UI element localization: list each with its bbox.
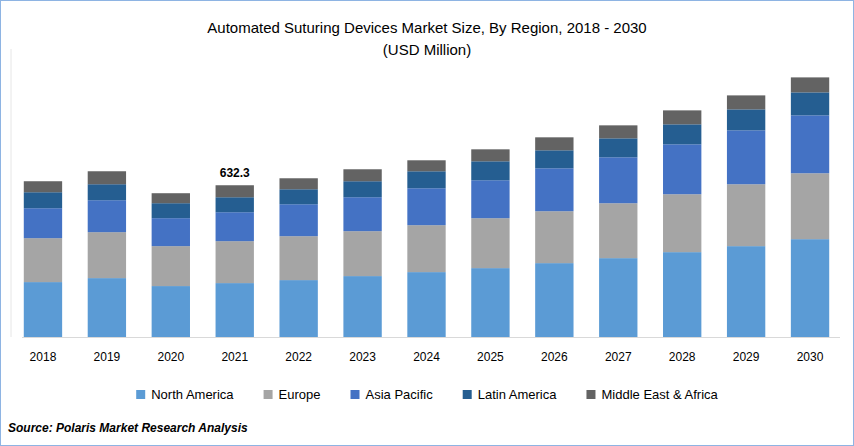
x-tick-label: 2030: [797, 350, 824, 364]
bar: [216, 283, 254, 337]
bar: [535, 263, 573, 337]
bar: [407, 225, 445, 272]
bar: [216, 212, 254, 241]
bar: [279, 280, 317, 337]
bar: [152, 218, 190, 246]
bar: [471, 218, 509, 268]
bar: [535, 168, 573, 211]
bar: [24, 282, 62, 337]
bar: [791, 239, 829, 337]
x-tick-label: 2029: [733, 350, 760, 364]
bar: [24, 181, 62, 192]
bar: [471, 268, 509, 337]
x-tick-label: 2019: [94, 350, 121, 364]
bar: [663, 110, 701, 124]
annotation: 632.3: [220, 166, 250, 180]
bars: [24, 77, 829, 337]
bar: [471, 149, 509, 161]
bar: [663, 124, 701, 144]
bar: [24, 192, 62, 208]
bar: [599, 125, 637, 138]
legend-swatch: [586, 390, 595, 399]
bar: [88, 200, 126, 232]
legend-label: Asia Pacific: [366, 387, 434, 402]
bar: [727, 95, 765, 109]
bar: [663, 194, 701, 252]
bar: [152, 193, 190, 203]
legend-swatch: [136, 390, 145, 399]
bar: [216, 197, 254, 212]
bar: [407, 171, 445, 188]
bar: [407, 160, 445, 171]
bar: [471, 161, 509, 180]
bar: [599, 203, 637, 258]
bar: [24, 238, 62, 282]
bar: [24, 208, 62, 238]
bar: [599, 157, 637, 203]
legend-label: Middle East & Africa: [601, 387, 718, 402]
bar: [216, 241, 254, 283]
bar: [727, 130, 765, 184]
x-tick-label: 2028: [669, 350, 696, 364]
bar: [407, 188, 445, 225]
bar: [663, 252, 701, 337]
bar: [535, 211, 573, 263]
bar: [152, 246, 190, 286]
bar: [599, 138, 637, 157]
bar: [279, 178, 317, 189]
bar: [791, 92, 829, 115]
bar: [88, 184, 126, 200]
bar: [535, 137, 573, 150]
x-tick-label: 2023: [349, 350, 376, 364]
source: Source: Polaris Market Research Analysis: [8, 421, 248, 435]
bar: [727, 184, 765, 246]
bar: [88, 232, 126, 278]
bar: [343, 276, 381, 337]
y-axis-line: [11, 49, 12, 337]
legend-swatch: [264, 390, 273, 399]
legend-label: Europe: [279, 387, 321, 402]
legend: North America Europe Asia Pacific Latin Ame…: [136, 387, 718, 402]
legend-label: Latin America: [478, 387, 558, 402]
bar: [471, 180, 509, 218]
bar: [343, 197, 381, 231]
x-tick-label: 2022: [285, 350, 312, 364]
x-tick-label: 2026: [541, 350, 568, 364]
subtitle: (USD Million): [383, 41, 471, 58]
bar: [88, 278, 126, 337]
bar: [216, 185, 254, 197]
legend-swatch: [463, 390, 472, 399]
x-tick-label: 2021: [221, 350, 248, 364]
bar: [152, 286, 190, 337]
x-axis-line: [22, 337, 840, 338]
bar: [279, 189, 317, 204]
bar: [727, 246, 765, 337]
bar: [279, 236, 317, 280]
bar: [663, 144, 701, 194]
frame: [1, 1, 854, 446]
x-tick-label: 2018: [30, 350, 57, 364]
x-tick-label: 2027: [605, 350, 632, 364]
title: Automated Suturing Devices Market Size, …: [207, 19, 646, 36]
x-tick-label: 2024: [413, 350, 440, 364]
bar: [791, 173, 829, 239]
bar: [152, 203, 190, 218]
bar: [791, 77, 829, 92]
bar: [279, 204, 317, 236]
bar: [343, 181, 381, 197]
x-tick-label: 2020: [157, 350, 184, 364]
bar: [791, 115, 829, 173]
bar: [599, 258, 637, 337]
bar: [535, 150, 573, 168]
chart: Automated Suturing Devices Market Size, …: [0, 0, 854, 446]
bar: [88, 171, 126, 184]
bar: [343, 169, 381, 181]
x-tick-label: 2025: [477, 350, 504, 364]
bar: [343, 231, 381, 276]
bar: [407, 272, 445, 337]
legend-swatch: [351, 390, 360, 399]
legend-label: North America: [151, 387, 234, 402]
bar: [727, 109, 765, 130]
